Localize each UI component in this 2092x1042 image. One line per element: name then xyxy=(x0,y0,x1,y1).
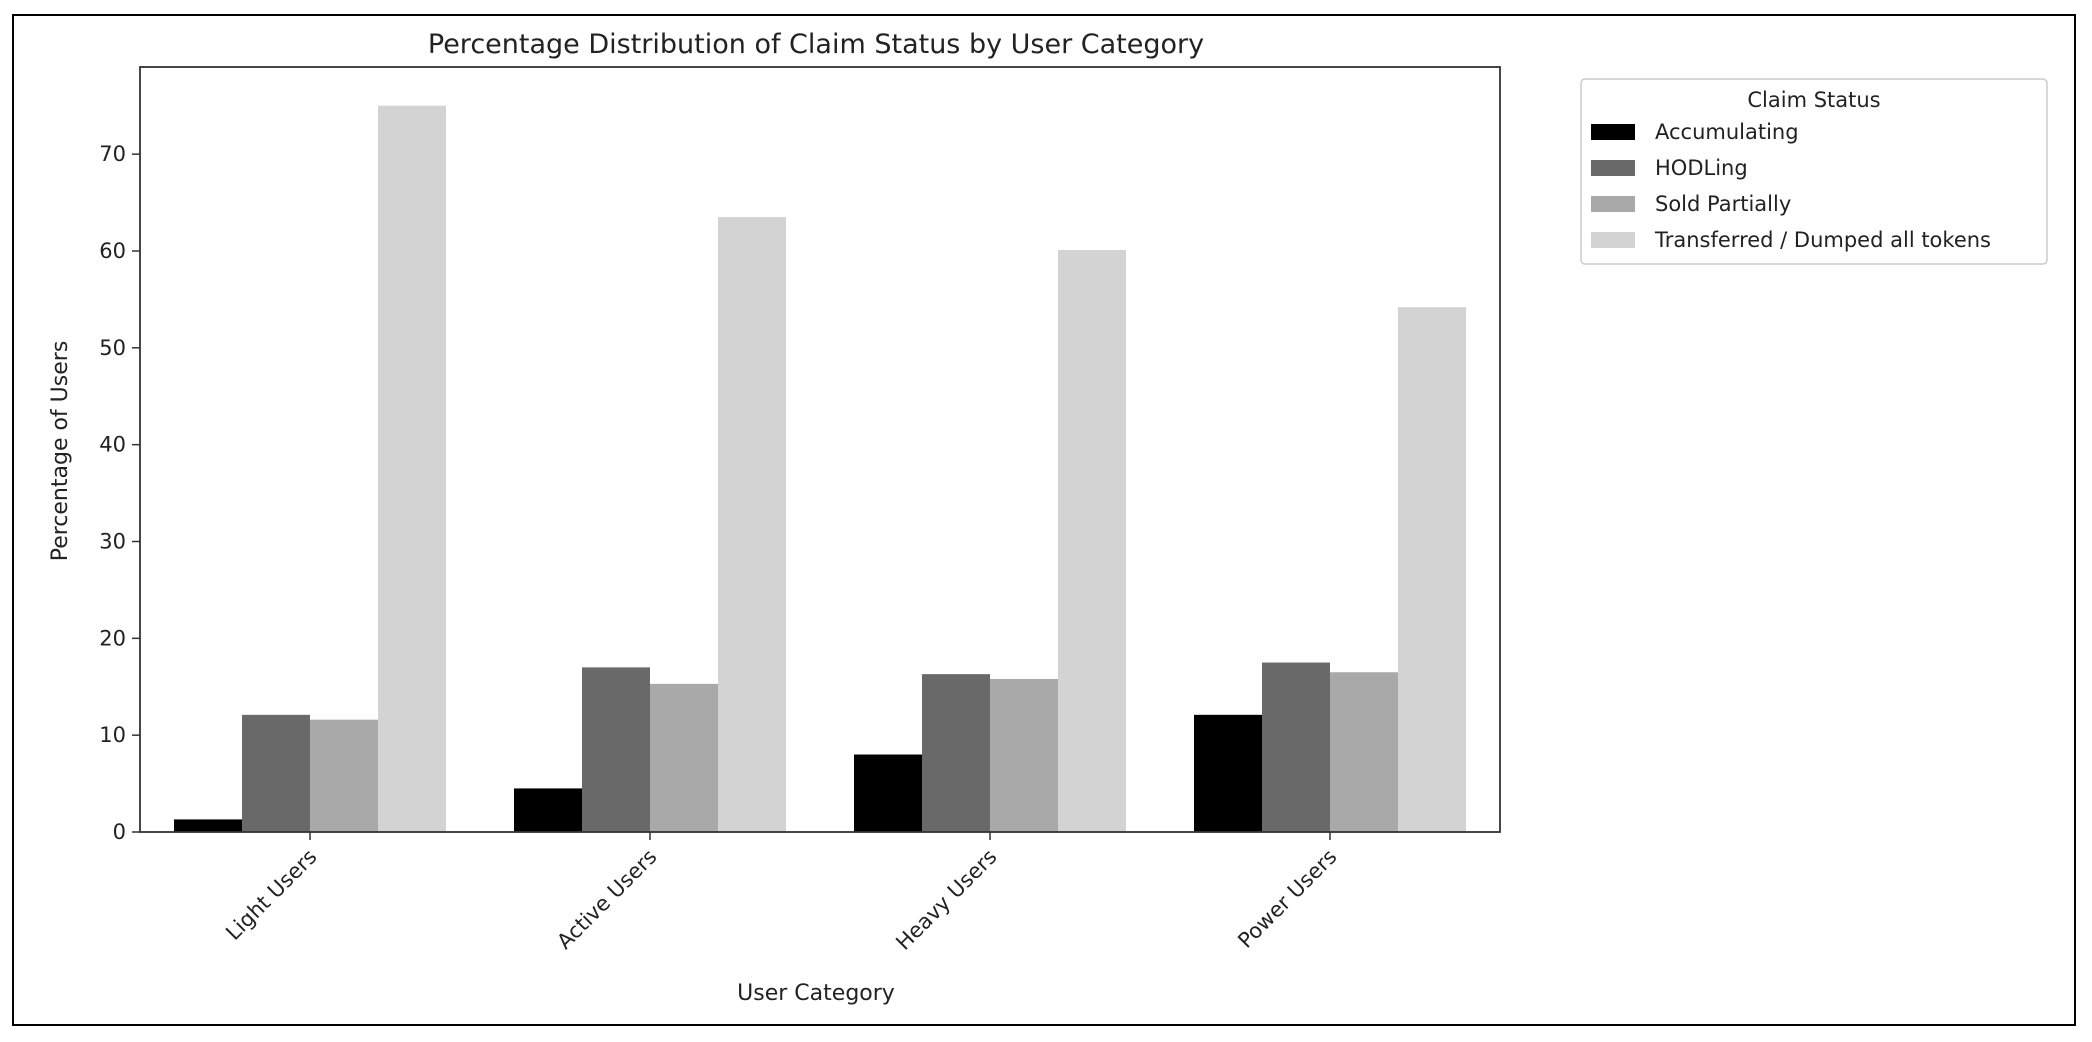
bar xyxy=(514,788,582,832)
series-accumulating xyxy=(174,714,1262,832)
legend-box xyxy=(1580,78,2048,265)
x-tick-label: Heavy Users xyxy=(891,845,1001,955)
legend: Claim Status Accumulating HODLing Sold Par… xyxy=(1580,78,2048,265)
y-tick-label: 10 xyxy=(99,723,126,747)
bar xyxy=(1262,662,1330,832)
x-tick-label: Light Users xyxy=(221,845,321,945)
bar xyxy=(378,105,446,832)
legend-label: Sold Partially xyxy=(1655,192,1791,216)
legend-title: Claim Status xyxy=(1747,88,1880,112)
legend-swatch xyxy=(1591,160,1635,176)
y-tick-label: 60 xyxy=(99,239,126,263)
bar xyxy=(1058,250,1126,832)
y-tick-label: 20 xyxy=(99,626,126,650)
bar xyxy=(242,714,310,832)
legend-items: Accumulating HODLing Sold Partially Transfe… xyxy=(1591,120,1991,252)
y-tick-label: 40 xyxy=(99,433,126,457)
bar xyxy=(174,819,242,832)
x-axis-label: User Category xyxy=(737,981,895,1006)
series-transferred-dumped-all-tokens xyxy=(378,105,1466,833)
bar xyxy=(1330,672,1398,832)
y-tick-label: 0 xyxy=(113,820,126,844)
y-tick-label: 70 xyxy=(99,142,126,166)
bar xyxy=(310,719,378,832)
bar xyxy=(854,754,922,832)
y-tick-label: 50 xyxy=(99,336,126,360)
y-tick-label: 30 xyxy=(99,529,126,553)
x-tick-label: Active Users xyxy=(552,845,661,954)
bar xyxy=(1194,714,1262,832)
bar xyxy=(990,679,1058,832)
bar xyxy=(1398,307,1466,833)
bar xyxy=(650,683,718,832)
legend-label: Accumulating xyxy=(1655,120,1799,144)
legend-swatch xyxy=(1591,196,1635,212)
y-axis-label: Percentage of Users xyxy=(48,341,73,562)
x-axis-ticks: Light Users Active Users Heavy Users Power … xyxy=(221,832,1342,955)
plot-area xyxy=(139,66,1501,833)
plot-frame xyxy=(139,66,1501,833)
x-tick-label: Power Users xyxy=(1233,845,1341,953)
chart-title: Percentage Distribution of Claim Status … xyxy=(428,29,1204,60)
bar xyxy=(582,667,650,832)
legend-swatch xyxy=(1591,232,1635,248)
legend-label: HODLing xyxy=(1655,156,1748,180)
series-sold-partially xyxy=(310,672,1398,832)
bar xyxy=(922,674,990,832)
legend-label: Transferred / Dumped all tokens xyxy=(1654,228,1991,252)
y-axis-ticks: 0 10 20 30 40 50 60 70 xyxy=(99,142,140,844)
bar xyxy=(718,217,786,832)
legend-swatch xyxy=(1591,124,1635,140)
series-hodling xyxy=(242,662,1330,832)
